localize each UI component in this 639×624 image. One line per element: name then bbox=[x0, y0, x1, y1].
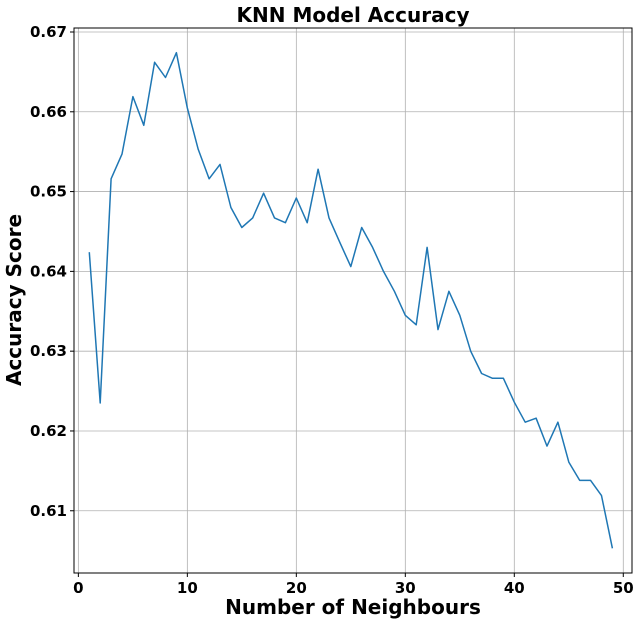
x-axis-label: Number of Neighbours bbox=[225, 595, 481, 619]
y-axis-label: Accuracy Score bbox=[2, 214, 26, 386]
x-tick-label: 30 bbox=[395, 579, 416, 597]
y-tick-label: 0.63 bbox=[30, 342, 67, 360]
x-tick-label: 10 bbox=[177, 579, 198, 597]
x-tick-label: 0 bbox=[73, 579, 83, 597]
axis-ticks: 0 10 20 30 40 50 0.61 0.62 0.63 0.64 0.65 0.66 0.67 bbox=[30, 23, 634, 597]
chart-title: KNN Model Accuracy bbox=[237, 3, 470, 27]
plot-area-frame bbox=[73, 27, 633, 574]
x-tick-label: 40 bbox=[504, 579, 525, 597]
y-tick-label: 0.64 bbox=[30, 262, 67, 280]
x-tick-label: 20 bbox=[286, 579, 307, 597]
grid bbox=[74, 28, 632, 573]
y-tick-label: 0.66 bbox=[30, 103, 67, 121]
y-tick-label: 0.62 bbox=[30, 422, 67, 440]
accuracy-series-line bbox=[88, 51, 614, 549]
y-tick-label: 0.67 bbox=[30, 23, 67, 41]
y-tick-label: 0.61 bbox=[30, 502, 67, 520]
y-tick-label: 0.65 bbox=[30, 183, 67, 201]
x-tick-label: 50 bbox=[613, 579, 634, 597]
